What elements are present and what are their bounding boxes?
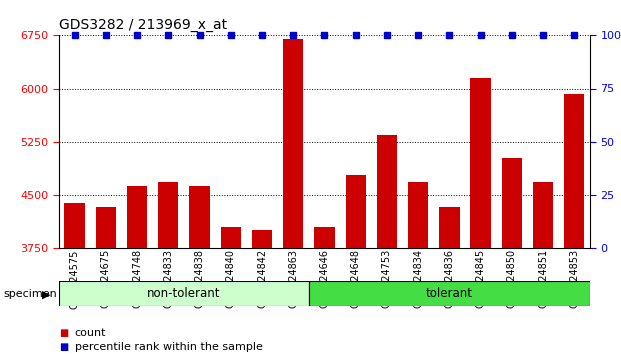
- Bar: [502, 158, 522, 248]
- Text: count: count: [75, 328, 106, 338]
- Text: ▶: ▶: [42, 290, 51, 299]
- Text: specimen: specimen: [3, 289, 57, 299]
- Bar: [220, 227, 241, 248]
- Bar: [439, 207, 460, 248]
- Bar: [309, 281, 590, 306]
- Bar: [345, 175, 366, 248]
- Text: non-tolerant: non-tolerant: [147, 287, 220, 300]
- Text: ■: ■: [59, 328, 68, 338]
- Bar: [408, 182, 428, 248]
- Bar: [127, 186, 147, 248]
- Text: GDS3282 / 213969_x_at: GDS3282 / 213969_x_at: [59, 18, 227, 32]
- Bar: [65, 203, 84, 248]
- Bar: [471, 78, 491, 248]
- Bar: [158, 182, 178, 248]
- Text: ■: ■: [59, 342, 68, 352]
- Bar: [189, 186, 210, 248]
- Bar: [314, 227, 335, 248]
- Text: tolerant: tolerant: [426, 287, 473, 300]
- Bar: [96, 207, 116, 248]
- Bar: [252, 230, 272, 248]
- Text: percentile rank within the sample: percentile rank within the sample: [75, 342, 263, 352]
- Bar: [377, 135, 397, 248]
- Bar: [564, 94, 584, 248]
- Bar: [59, 281, 309, 306]
- Bar: [283, 39, 304, 248]
- Bar: [533, 182, 553, 248]
